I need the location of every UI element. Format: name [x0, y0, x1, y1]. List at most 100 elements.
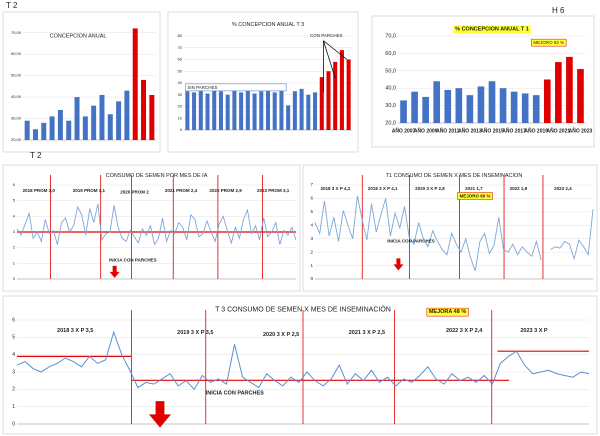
bar — [532, 95, 540, 123]
annotation: 2018 PROM 3,0 — [23, 188, 56, 193]
y-tick-label: 4 — [13, 213, 16, 218]
y-tick-label: 20,0 — [385, 120, 396, 126]
y-tick-label: 70,00 — [11, 30, 22, 35]
y-tick-label: 1 — [13, 260, 16, 265]
annotation: INICIA CON PARCHES — [387, 239, 435, 244]
annotation: 2020 3 X P 2,8 — [415, 186, 445, 191]
annotation: 2023 2,4 — [554, 186, 572, 191]
chart-panel: T1 CONSUMO DE SEMEN X MES DE INSEMINACIO… — [302, 164, 598, 292]
annotation: 2022 PROM 2,9 — [210, 188, 243, 193]
annotation: 2021 1,7 — [465, 186, 483, 191]
bar — [433, 81, 441, 123]
annotation: 2023 PROM 3,1 — [257, 188, 290, 193]
bar — [313, 92, 318, 130]
y-tick-label: 1 — [310, 263, 313, 268]
y-tick-label: 70,0 — [385, 33, 396, 39]
bar — [521, 93, 529, 123]
y-tick-label: 6 — [310, 196, 313, 201]
bar — [198, 90, 203, 130]
y-tick-label: 20 — [178, 104, 183, 109]
annotation: 2022 3 X P 2,4 — [446, 328, 483, 334]
annotation: 2023 3 X P — [520, 328, 548, 334]
y-tick-label: 30 — [178, 92, 183, 97]
x-tick-label: AÑO 2015 — [480, 127, 504, 134]
bar — [577, 69, 584, 123]
chart-title: T 3 CONSUMO DE SEMEN X MES DE INSEMINACI… — [215, 304, 391, 313]
y-tick-label: 2 — [310, 249, 313, 254]
y-tick-label: 50,00 — [11, 73, 22, 78]
bar — [566, 56, 573, 123]
bar — [543, 79, 551, 123]
bar — [488, 81, 496, 123]
y-tick-label: 0 — [12, 421, 15, 427]
y-tick-label: 2 — [12, 387, 15, 393]
annotation-box — [426, 307, 469, 317]
y-tick-label: 3 — [12, 369, 15, 375]
red-arrow — [393, 258, 404, 271]
bar — [192, 92, 197, 130]
y-tick-label: 60,00 — [11, 51, 22, 56]
bar — [132, 28, 138, 140]
y-tick-label: 60,0 — [385, 51, 396, 57]
bar — [252, 93, 257, 130]
bar — [286, 105, 291, 130]
y-tick-label: 30,0 — [385, 103, 396, 109]
bar — [245, 87, 250, 130]
y-tick-label: 80 — [178, 33, 183, 38]
y-tick-label: 50 — [178, 68, 183, 73]
y-tick-label: 40,00 — [11, 94, 22, 99]
chart-title: T1 CONSUMO DE SEMEN X MES DE INSEMINACIO… — [386, 173, 523, 179]
annotation: INICIA CON PARCHES — [206, 390, 264, 396]
bar — [455, 88, 463, 123]
bar — [444, 89, 452, 123]
bar — [32, 129, 38, 140]
chart-panel: % CONCEPCION ANUAL T 3 0 10 20 30 40 50 60 70 80 S… — [167, 11, 359, 153]
bar — [339, 50, 344, 130]
x-tick-label: AÑO 2013 — [458, 127, 482, 134]
bar — [116, 101, 122, 140]
annotation-box — [531, 38, 567, 47]
y-tick-label: 20,00 — [11, 137, 22, 142]
x-tick-label: AÑO 2019 — [524, 127, 548, 134]
chart-title: % CONCEPCION ANUAL T 1 — [455, 26, 529, 32]
bar — [259, 91, 264, 130]
y-tick-label: 5 — [13, 198, 16, 203]
bar — [66, 120, 72, 140]
y-tick-label: 70 — [178, 45, 183, 50]
panel-background — [2, 295, 598, 435]
annotation: 2022 1,9 — [510, 186, 528, 191]
y-tick-label: 4 — [310, 222, 313, 227]
bar — [411, 91, 418, 123]
bar — [107, 114, 113, 140]
annotation: 2021 3 X P 2,5 — [349, 330, 385, 336]
annotation: 2020 3 X P 2,5 — [263, 332, 299, 338]
x-tick-label: AÑO 2009 — [414, 127, 438, 134]
annotation: 2020 PROM 2 — [120, 190, 149, 195]
bar — [24, 120, 30, 140]
y-tick-label: 3 — [13, 229, 16, 234]
bar — [141, 79, 147, 140]
y-tick-label: 30,00 — [11, 116, 22, 121]
bar — [346, 59, 351, 130]
data-line — [314, 195, 542, 272]
chart-title: CONSUMO DE SEMEN POR MES DE IA — [106, 173, 208, 179]
bar — [99, 94, 105, 140]
bar — [466, 95, 474, 123]
annotation: MEJORA 48 % — [429, 309, 467, 315]
y-tick-label: 10 — [178, 115, 183, 120]
bar — [265, 88, 271, 130]
red-arrow — [149, 401, 172, 428]
panel-label: H 6 — [552, 6, 565, 15]
bar — [333, 61, 338, 130]
y-tick-label: 7 — [310, 182, 313, 187]
annotation: 2018 3 X P 4,1 — [321, 186, 351, 191]
chart-panel: T 2 CONCEPCION ANUAL 20,00 30,00 40,00 50,00 6… — [2, 1, 161, 153]
y-tick-label: 5 — [310, 209, 313, 214]
annotation: 2019 3 X P 4,1 — [368, 186, 398, 191]
x-tick-label: AÑO 2007 — [392, 127, 416, 134]
annotation: MEJORO 60 % — [460, 193, 491, 198]
bar — [124, 90, 130, 140]
bar — [319, 77, 324, 130]
bar — [212, 88, 217, 130]
data-line — [550, 209, 594, 261]
